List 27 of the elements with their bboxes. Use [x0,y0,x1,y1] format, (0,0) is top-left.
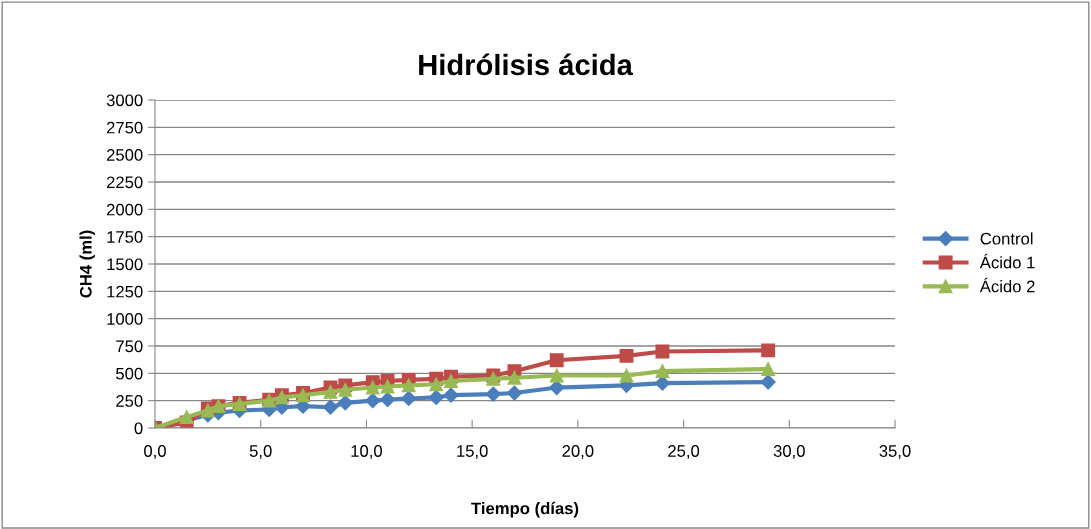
y-tick-label: 2000 [106,203,143,216]
y-axis-title: CH4 (ml) [79,230,96,298]
y-tick-label: 2750 [106,121,143,134]
x-tick-label: 0,0 [144,445,166,459]
y-tick-label: 500 [116,367,143,380]
y-tick-label: 1750 [107,231,143,243]
y-tick-label: 1500 [107,258,143,271]
x-tick-label: 35,0 [879,445,911,459]
y-tick-label: 1250 [107,285,143,298]
y-tick-label: 2500 [106,149,143,161]
y-tick-label: 750 [116,340,143,353]
x-axis-title: Tiempo (días) [471,501,579,518]
legend-label: Control [980,232,1033,245]
y-tick-label: 3000 [106,94,143,107]
x-tick-label: 5,0 [249,445,272,459]
y-tick-label: 250 [116,395,143,407]
x-tick-label: 20,0 [562,445,594,459]
chart-title: Hidrólisis ácida [419,53,633,76]
y-tick-label: 2250 [106,176,143,189]
legend-label: Ácido 1 [979,253,1035,269]
x-tick-label: 10,0 [351,445,382,459]
x-tick-label: 30,0 [773,445,805,459]
x-tick-label: 15,0 [457,445,488,459]
y-tick-label: 1000 [107,313,143,325]
legend-label: Ácido 2 [979,277,1035,293]
x-tick-label: 25,0 [668,445,700,459]
y-tick-label: 0 [134,422,143,435]
